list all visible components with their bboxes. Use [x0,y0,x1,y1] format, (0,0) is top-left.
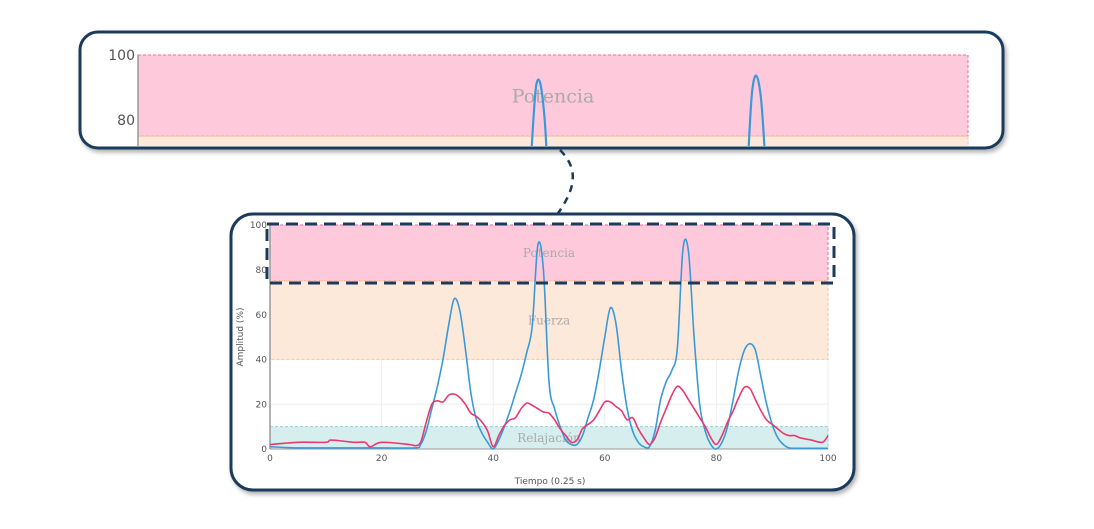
band-potencia [137,54,969,137]
band-label: Fuerza [528,313,570,327]
band-potencia [269,224,829,282]
y-tick-label: 100 [250,221,267,231]
band-label: Potencia [523,246,575,260]
y-axis-title: Amplitud (%) [236,307,246,366]
x-tick-label: 0 [267,454,273,464]
band-label: Fuerza [519,183,586,205]
x-tick-label: 80 [711,454,723,464]
band-fuerza [137,135,969,146]
y-tick-label: 100 [108,48,135,64]
y-tick-label: 20 [256,400,268,410]
band-fuerza [269,280,829,360]
zoom-region-box [265,222,836,285]
y-tick-label: 80 [256,266,268,276]
y-tick-label: 40 [256,356,268,366]
x-tick-label: 60 [599,454,611,464]
x-tick-label: 40 [487,454,499,464]
y-tick-label: 0 [261,445,267,455]
x-tick-label: 100 [819,454,836,464]
series-line-blue [269,238,829,450]
band-relajacin [269,426,829,450]
zoom-inset-plot: PotenciaFuerzaRelajación80100 [108,48,969,205]
connector-line [554,149,574,217]
series-line-red [269,385,829,448]
y-tick-label: 60 [256,311,268,321]
y-tick-label: 80 [117,113,135,129]
band-label: Potencia [512,85,595,107]
x-axis-title: Tiempo (0.25 s) [514,477,586,487]
x-tick-label: 20 [376,454,388,464]
